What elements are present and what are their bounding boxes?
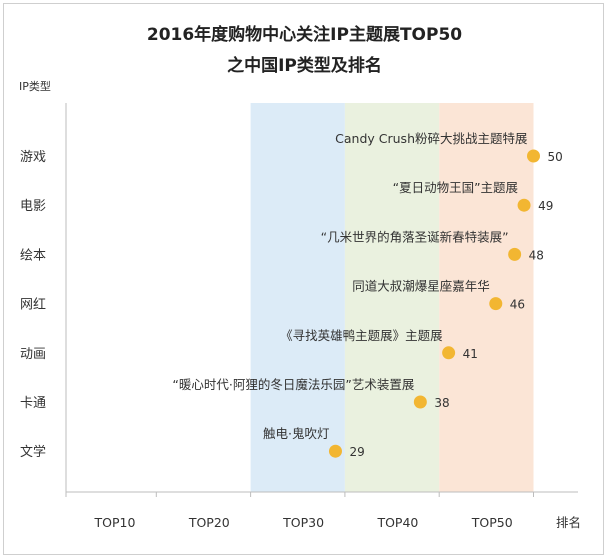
category-label: 卡通 [20, 396, 46, 411]
chart-frame [3, 3, 604, 555]
data-point [517, 198, 531, 212]
data-value-label: 41 [463, 347, 478, 361]
category-label: 文学 [20, 444, 46, 460]
data-point-label: “夏日动物王国”主题展 [393, 180, 518, 195]
x-tick-label: TOP30 [282, 515, 324, 530]
x-tick-label: TOP40 [376, 515, 418, 530]
y-axis-title: IP类型 [19, 79, 51, 93]
data-point-label: “几米世界的角落圣诞新春特装展” [321, 229, 509, 244]
data-point-label: “暖心时代·阿狸的冬日魔法乐园”艺术装置展 [172, 377, 414, 392]
data-value-label: 29 [349, 445, 364, 459]
x-tick-label: TOP20 [188, 515, 230, 530]
data-point-label: Candy Crush粉碎大挑战主题特展 [335, 131, 527, 146]
data-value-label: 49 [538, 199, 553, 213]
category-label: 游戏 [20, 150, 46, 165]
x-tick-label: TOP50 [471, 515, 513, 530]
category-label: 电影 [20, 199, 46, 214]
data-point [508, 247, 522, 261]
chart-title-line2: 之中国IP类型及排名 [227, 56, 382, 76]
band-2 [344, 103, 440, 492]
band-3 [439, 103, 534, 492]
data-point [413, 395, 427, 409]
x-axis-title: 排名 [556, 515, 581, 530]
band-1 [250, 103, 345, 492]
data-value-label: 48 [529, 248, 544, 262]
data-value-label: 46 [510, 298, 525, 312]
data-point [527, 149, 540, 163]
data-point [328, 444, 342, 458]
data-point-label: 触电·鬼吹灯 [263, 426, 329, 441]
data-point-label: 同道大叔潮爆星座嘉年华 [352, 279, 490, 294]
category-label: 绘本 [20, 248, 46, 263]
data-value-label: 38 [434, 396, 449, 410]
category-label: 动画 [20, 347, 46, 362]
data-point [442, 346, 456, 360]
x-tick-label: TOP10 [94, 515, 136, 530]
data-value-label: 50 [548, 150, 563, 164]
chart-title-line1: 2016年度购物中心关注IP主题展TOP50 [146, 25, 463, 45]
category-label: 网红 [20, 297, 46, 313]
data-point-label: 《寻找英雄鸭主题展》主题展 [280, 328, 443, 343]
data-point [489, 297, 503, 311]
